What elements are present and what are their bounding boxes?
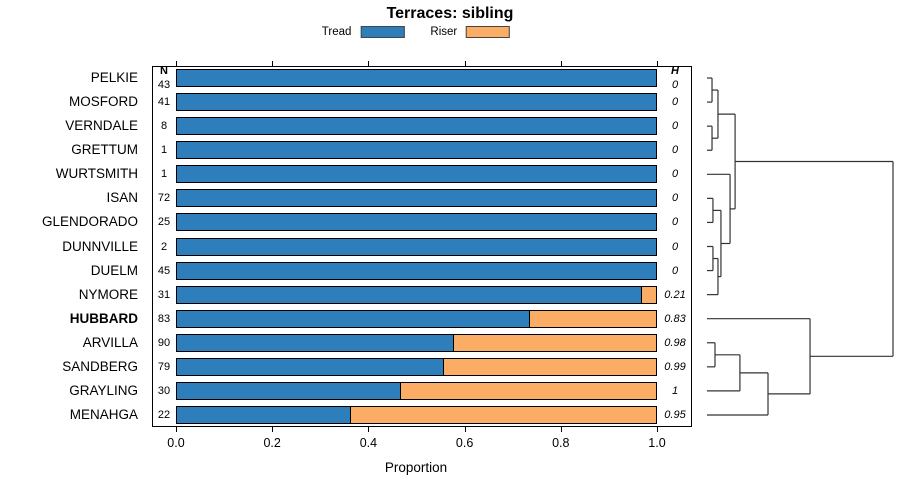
bar-segment-riser (529, 309, 657, 328)
x-axis-tick-label: 0.0 (167, 436, 185, 450)
bar-segment-riser (453, 333, 657, 352)
n-value: 83 (157, 312, 171, 325)
h-column-header: H (671, 65, 679, 78)
x-axis-tick-bottom (272, 427, 274, 432)
x-axis-tick-top (272, 61, 274, 66)
row-label: ISAN (106, 190, 138, 206)
n-value: 41 (157, 96, 171, 109)
row-label: HUBBARD (69, 310, 138, 326)
h-value: 0.21 (664, 288, 686, 301)
n-value: 79 (157, 360, 171, 373)
x-axis-tick-bottom (657, 427, 658, 432)
bar-segment-tread (176, 165, 657, 184)
n-column-header: N (160, 65, 168, 78)
bar-segment-riser (350, 405, 657, 424)
row-label: WURTSMITH (55, 166, 138, 182)
h-value: 0 (671, 240, 679, 253)
legend-item-riser: Riser (430, 26, 511, 38)
legend-swatch-tread (360, 26, 405, 38)
row-label: MOSFORD (69, 94, 138, 110)
n-value: 45 (157, 264, 171, 277)
bar-segment-tread (176, 69, 657, 88)
bar-segment-riser (400, 381, 657, 400)
h-value: 0 (671, 79, 679, 92)
legend-label-riser: Riser (430, 26, 458, 38)
x-axis-tick-label: 0.4 (359, 436, 378, 450)
h-value: 0 (671, 96, 679, 109)
n-value: 8 (160, 120, 168, 133)
x-axis-tick-top (560, 61, 562, 66)
legend-swatch-riser (466, 26, 511, 38)
x-axis-tick-label: 0.6 (455, 436, 474, 450)
x-axis-tick-bottom (560, 427, 562, 432)
row-label: GRAYLING (69, 382, 138, 398)
legend-item-tread: Tread (322, 26, 405, 38)
plot-box (152, 66, 692, 427)
bar-segment-riser (443, 357, 657, 376)
h-value: 0 (671, 144, 679, 157)
n-value: 1 (160, 144, 168, 157)
x-axis-tick-top (464, 61, 466, 66)
x-axis-tick-bottom (368, 427, 370, 432)
legend-label-tread: Tread (321, 26, 352, 38)
bar-segment-tread (176, 213, 657, 232)
n-value: 31 (157, 288, 171, 301)
bar-segment-tread (176, 261, 657, 280)
bar-segment-tread (176, 141, 657, 160)
h-value: 0 (671, 216, 679, 229)
x-axis-tick-top (657, 61, 658, 66)
h-value: 0.99 (664, 360, 686, 373)
legend: Tread Riser (322, 26, 511, 38)
x-axis-tick-bottom (176, 427, 177, 432)
row-label: PELKIE (90, 70, 138, 86)
row-label: NYMORE (78, 286, 138, 302)
chart-title: Terraces: sibling (386, 5, 514, 22)
h-value: 0 (671, 120, 679, 133)
n-value: 25 (157, 216, 171, 229)
h-value: 0.95 (664, 408, 686, 421)
n-value: 1 (160, 168, 168, 181)
x-axis-label: Proportion (384, 460, 448, 475)
h-value: 1 (671, 384, 679, 397)
row-label: DUNNVILLE (62, 238, 138, 254)
row-label: ARVILLA (82, 334, 138, 350)
bar-segment-tread (176, 93, 657, 112)
h-value: 0 (671, 168, 679, 181)
n-value: 43 (157, 79, 171, 92)
row-label: GRETTUM (71, 142, 138, 158)
row-label: VERNDALE (65, 118, 138, 134)
bar-segment-tread (176, 189, 657, 208)
h-value: 0.83 (664, 312, 686, 325)
h-value: 0 (671, 264, 679, 277)
x-axis-tick-top (176, 61, 177, 66)
row-label: GLENDORADO (41, 214, 138, 230)
row-label: MENAHGA (69, 406, 138, 422)
x-axis-tick-label: 0.2 (263, 436, 281, 450)
n-value: 90 (157, 336, 171, 349)
bar-segment-tread (176, 237, 657, 256)
x-axis-tick-label: 0.8 (552, 436, 570, 450)
h-value: 0 (671, 192, 679, 205)
row-label: SANDBERG (62, 358, 138, 374)
x-axis-tick-top (368, 61, 370, 66)
bar-segment-tread (176, 117, 657, 136)
n-value: 22 (157, 408, 171, 421)
n-value: 72 (157, 192, 171, 205)
x-axis-tick-bottom (464, 427, 466, 432)
row-label: DUELM (90, 262, 138, 278)
n-value: 2 (160, 240, 168, 253)
h-value: 0.98 (664, 336, 686, 349)
bar-segment-riser (641, 285, 657, 304)
x-axis-tick-label: 1.0 (648, 436, 666, 450)
n-value: 30 (157, 384, 171, 397)
